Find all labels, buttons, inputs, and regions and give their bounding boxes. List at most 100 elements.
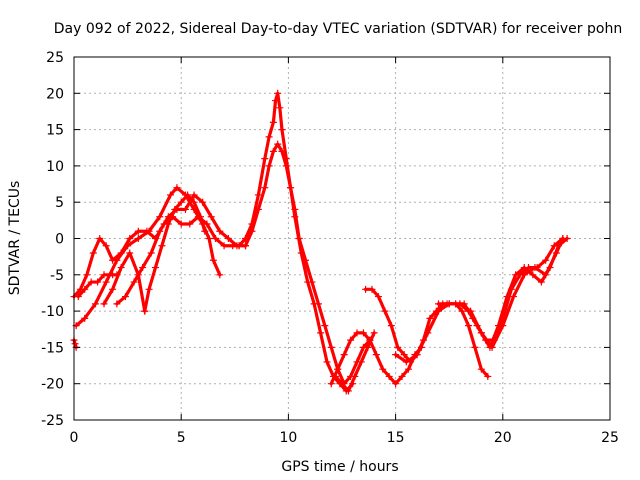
- data-point: [344, 387, 352, 395]
- data-point: [477, 365, 485, 373]
- data-point: [542, 256, 550, 264]
- data-point: [113, 256, 121, 264]
- series-arc-7: [235, 89, 357, 395]
- data-point: [295, 235, 303, 242]
- y-tick-label: 5: [55, 195, 64, 211]
- data-point: [209, 256, 217, 264]
- data-point: [370, 329, 378, 337]
- data-point: [81, 314, 89, 322]
- data-point: [381, 307, 389, 315]
- data-point: [323, 358, 331, 366]
- series-arc-6: [74, 271, 121, 301]
- data-point: [314, 300, 322, 308]
- y-tick-label: -25: [41, 413, 64, 429]
- data-point: [248, 227, 256, 235]
- y-tick-label: 0: [55, 232, 64, 248]
- data-point: [460, 300, 468, 308]
- data-point: [278, 126, 286, 134]
- data-point: [276, 104, 284, 112]
- data-point: [113, 300, 121, 308]
- data-point: [392, 351, 400, 359]
- data-point: [190, 191, 198, 199]
- chart-title: Day 092 of 2022, Sidereal Day-to-day VTE…: [54, 21, 622, 37]
- data-point: [134, 227, 142, 235]
- data-point: [424, 329, 432, 337]
- series-arc-9: [327, 329, 425, 388]
- data-point: [216, 227, 224, 235]
- data-point: [282, 162, 290, 170]
- series-line: [72, 215, 241, 299]
- x-tick-label: 10: [279, 430, 297, 446]
- data-point: [158, 242, 166, 250]
- y-axis-title: SDTVAR / TECUs: [7, 181, 23, 296]
- data-point: [351, 372, 359, 380]
- data-point: [374, 293, 382, 301]
- data-point: [327, 343, 335, 351]
- data-point: [261, 155, 269, 163]
- x-axis-title: GPS time / hours: [281, 459, 398, 475]
- data-point: [201, 227, 209, 235]
- data-point: [89, 249, 97, 257]
- series-arc-12: [392, 235, 567, 366]
- data-point: [458, 307, 466, 315]
- x-tick-label: 0: [70, 430, 79, 446]
- data-point: [156, 213, 164, 221]
- data-point: [278, 147, 286, 155]
- data-point: [426, 314, 434, 322]
- data-point: [81, 285, 89, 293]
- data-point: [372, 351, 380, 359]
- x-tick-label: 15: [387, 430, 405, 446]
- series-arc-10: [332, 329, 378, 395]
- data-point: [166, 191, 174, 199]
- data-point: [94, 278, 102, 286]
- series-arc-1: [70, 213, 243, 301]
- data-point: [184, 191, 192, 199]
- data-point: [385, 372, 393, 380]
- data-point: [274, 89, 282, 97]
- data-point: [212, 235, 220, 242]
- data-point: [121, 293, 129, 301]
- data-point: [83, 271, 91, 279]
- data-point: [477, 329, 485, 337]
- data-point: [387, 322, 395, 330]
- x-tick-label: 20: [494, 430, 512, 446]
- data-point: [156, 227, 164, 235]
- data-point: [261, 184, 269, 192]
- data-point: [512, 271, 520, 279]
- data-point: [471, 343, 479, 351]
- data-point: [196, 213, 204, 221]
- data-point: [464, 322, 472, 330]
- data-point: [332, 372, 340, 380]
- data-point: [434, 300, 442, 308]
- data-point: [96, 235, 104, 242]
- x-tick-labels: 0 5 10 15 20 25: [70, 430, 619, 446]
- data-point: [220, 242, 228, 250]
- data-point: [394, 343, 402, 351]
- data-point: [141, 307, 149, 315]
- data-point: [368, 285, 376, 293]
- series-line: [115, 193, 248, 306]
- data-point: [181, 205, 189, 213]
- series-line: [237, 91, 355, 393]
- series-line: [436, 236, 569, 349]
- data-point: [537, 278, 545, 286]
- data-point: [402, 358, 410, 366]
- y-tick-label: -20: [41, 377, 64, 393]
- data-point: [177, 198, 185, 206]
- data-point: [486, 343, 494, 351]
- data-point: [533, 264, 541, 272]
- series-group: [70, 89, 571, 395]
- data-point: [563, 235, 571, 242]
- data-point: [302, 256, 310, 264]
- data-point: [274, 140, 282, 148]
- data-point: [555, 242, 563, 250]
- data-point: [392, 380, 400, 388]
- data-point: [317, 329, 325, 337]
- data-point: [71, 340, 79, 348]
- data-point: [400, 351, 408, 359]
- data-point: [199, 198, 207, 206]
- data-point: [353, 329, 361, 337]
- data-point: [173, 184, 181, 192]
- data-point: [216, 271, 224, 279]
